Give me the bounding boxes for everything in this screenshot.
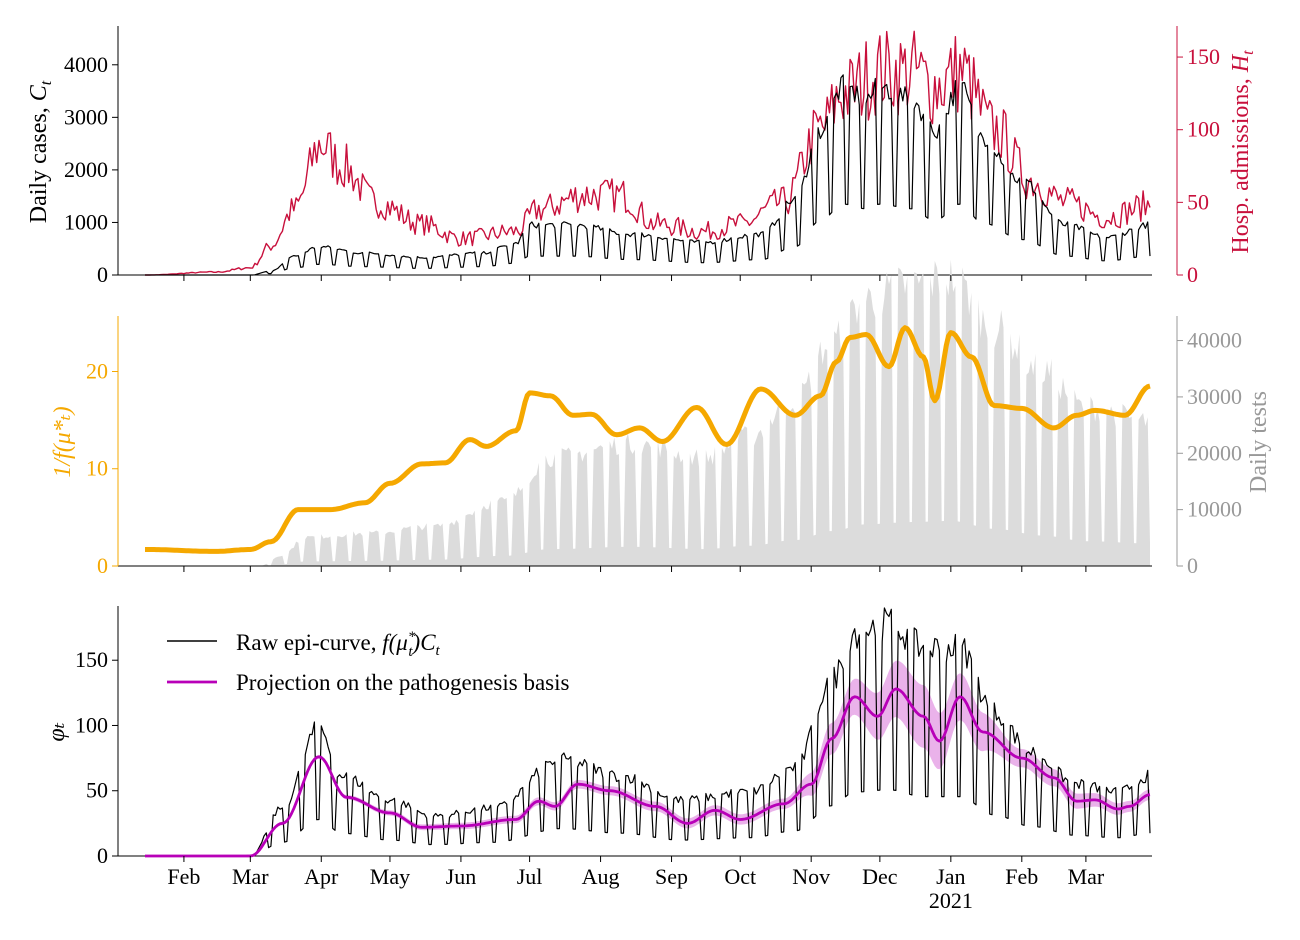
x-tick-label-13: Mar (1068, 864, 1105, 889)
middle-right-axis-tick-label-0: 0 (1187, 553, 1198, 578)
x-tick-label-0: Feb (167, 864, 200, 889)
top-right-axis-tick-label-2: 100 (1187, 117, 1220, 142)
x-tick-label-7: Sep (655, 864, 688, 889)
top-left-axis-tick-label-2: 2000 (64, 157, 108, 182)
middle-right-axis-tick-label-3: 30000 (1187, 384, 1242, 409)
x-year-label: 2021 (929, 888, 973, 913)
daily-tests-area (145, 259, 1150, 566)
x-tick-label-9: Nov (792, 864, 830, 889)
daily-cases-line (145, 74, 1151, 276)
top-right-axis-tick-label-1: 50 (1187, 189, 1209, 214)
x-tick-label-10: Dec (862, 864, 898, 889)
x-tick-label-11: Jan (936, 864, 965, 889)
middle-left-axis-tick-label-1: 10 (86, 456, 108, 481)
x-tick-label-4: Jun (446, 864, 477, 889)
x-tick-label-8: Oct (724, 864, 756, 889)
legend: Raw epi-curve, f(μ* t)Ct Projection on the… (167, 629, 569, 695)
top-left-axis-tick-label-3: 3000 (64, 104, 108, 129)
x-axis: Feb Mar Apr May Jun Jul Aug Sep Oct Nov Dec Jan Feb M… (167, 275, 1105, 913)
top-right-axis-tick-label-3: 150 (1187, 44, 1220, 69)
middle-right-axis-label: Daily tests (1246, 391, 1272, 493)
raw-epi-curve-line (145, 607, 1151, 857)
middle-left-axis-tick-label-0: 0 (97, 553, 108, 578)
hosp-admissions-line (145, 30, 1151, 276)
top-left-axis-tick-label-0: 0 (97, 262, 108, 287)
bottom-left-axis-tick-label-1: 50 (86, 778, 108, 803)
panel-top: 0 1000 2000 3000 4000 0 50 100 150 Daily cases, C… (26, 26, 1257, 287)
panel-middle: 0 10 20 0 10000 20000 30000 40000 1/f(μ*ₜ) Daily … (50, 259, 1272, 578)
middle-left-axis-label: 1/f(μ*ₜ) (50, 406, 76, 477)
bottom-left-axis-tick-label-3: 150 (75, 647, 108, 672)
bottom-left-axis-tick-label-2: 100 (75, 712, 108, 737)
legend-raw-label: Raw epi-curve, f(μ* t)Ct (236, 629, 441, 660)
x-tick-label-5: Jul (517, 864, 543, 889)
inverse-f-mu-line (144, 325, 1151, 554)
bottom-left-axis-tick-label-0: 0 (97, 843, 108, 868)
bottom-left-axis-label: φₜ (44, 722, 70, 741)
middle-left-axis-tick-label-2: 20 (86, 358, 108, 383)
middle-right-axis-tick-label-1: 10000 (1187, 497, 1242, 522)
top-right-axis-label: Hosp. admissions, Ht (1228, 50, 1257, 254)
x-tick-label-6: Aug (582, 864, 620, 889)
projection-line (145, 687, 1151, 858)
panel-bottom: 0 50 100 150 φₜ Raw epi-curve, f(μ* t)Ct Projec… (44, 606, 1152, 868)
top-right-axis-tick-label-0: 0 (1187, 262, 1198, 287)
legend-projection-label: Projection on the pathogenesis basis (236, 670, 569, 695)
top-left-axis-tick-label-4: 4000 (64, 52, 108, 77)
middle-right-axis-tick-label-4: 40000 (1187, 328, 1242, 353)
x-tick-label-1: Mar (232, 864, 269, 889)
middle-right-axis-tick-label-2: 20000 (1187, 440, 1242, 465)
x-tick-label-2: Apr (304, 864, 339, 889)
x-tick-label-3: May (370, 864, 410, 889)
projection-uncertainty-band (145, 660, 1150, 856)
top-left-axis-tick-label-1: 1000 (64, 209, 108, 234)
x-tick-label-12: Feb (1005, 864, 1038, 889)
top-left-axis-label: Daily cases, Ct (26, 80, 55, 223)
